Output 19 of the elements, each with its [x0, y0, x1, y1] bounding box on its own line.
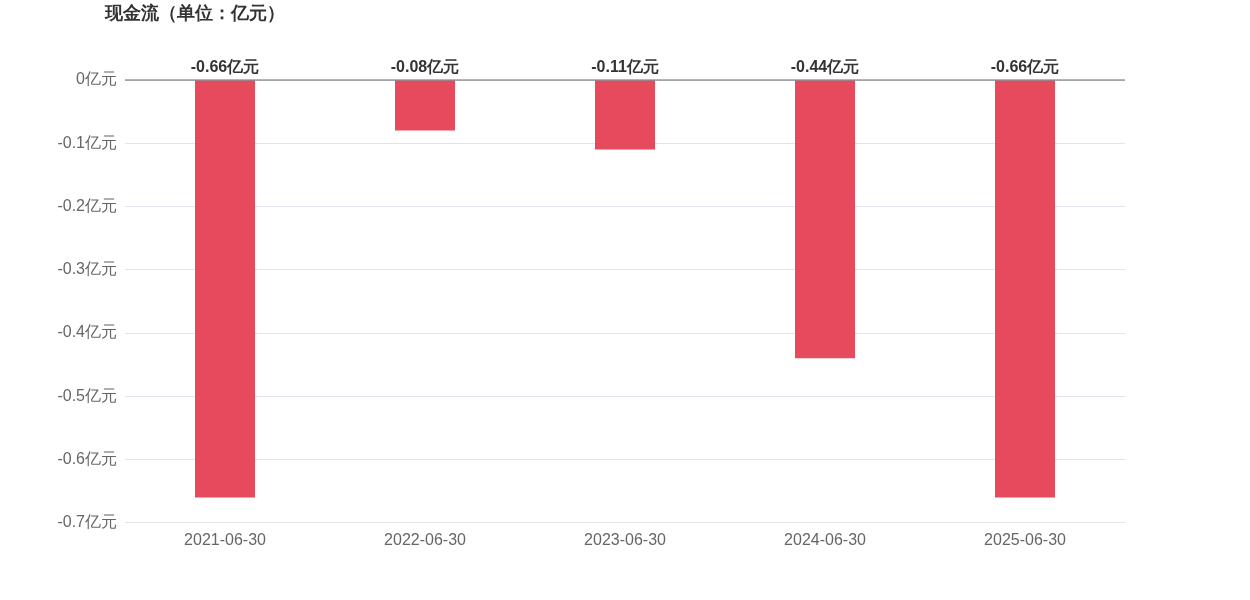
y-tick-label: -0.2亿元 [57, 196, 117, 214]
x-tick-label: 2025-06-30 [984, 530, 1067, 548]
y-tick-label: -0.3亿元 [57, 260, 117, 278]
x-tick-label: 2021-06-30 [184, 530, 267, 548]
x-tick-label: 2024-06-30 [784, 530, 867, 548]
y-tick-label: 0亿元 [76, 70, 117, 88]
data-label: -0.11亿元 [591, 58, 659, 76]
y-tick-label: -0.1亿元 [57, 133, 117, 151]
y-tick-label: -0.6亿元 [57, 449, 117, 467]
x-tick-label: 2022-06-30 [384, 530, 467, 548]
data-label: -0.08亿元 [390, 58, 460, 76]
y-tick-label: -0.5亿元 [57, 386, 117, 404]
x-tick-label: 2023-06-30 [584, 530, 667, 548]
data-label: -0.66亿元 [190, 58, 260, 76]
chart-title: 现金流（单位：亿元） [105, 2, 285, 25]
data-label: -0.44亿元 [790, 58, 860, 76]
y-tick-label: -0.4亿元 [57, 323, 117, 341]
y-tick-label: -0.7亿元 [57, 513, 117, 531]
data-label: -0.66亿元 [990, 58, 1060, 76]
